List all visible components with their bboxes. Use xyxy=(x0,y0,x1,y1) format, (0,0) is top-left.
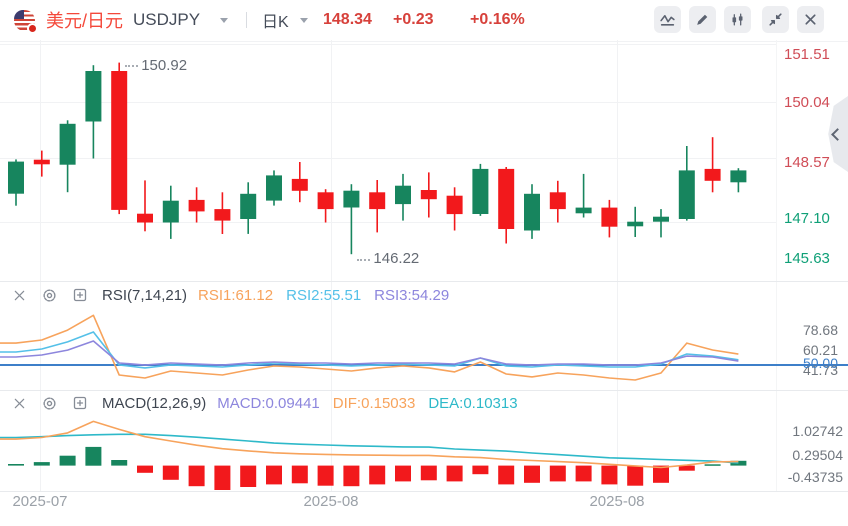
macd-chart[interactable] xyxy=(0,408,775,490)
pair-flag xyxy=(14,0,38,40)
x-axis-label: 2025-07 xyxy=(12,493,68,510)
axis-divider xyxy=(776,40,777,491)
indicator-line-icon[interactable] xyxy=(654,6,681,33)
price-axis-label: 147.10 xyxy=(784,210,830,227)
rsi-axis-label: 78.68 xyxy=(802,322,838,338)
rsi3-value: RSI3:54.29 xyxy=(374,286,450,304)
macd-axis-label: 1.02742 xyxy=(792,423,843,439)
japan-flag-icon xyxy=(27,22,38,34)
gridline xyxy=(617,40,618,491)
collapse-icon[interactable] xyxy=(762,6,789,33)
pair-name: 美元/日元 xyxy=(46,11,124,31)
settings-gear-icon[interactable] xyxy=(42,396,57,411)
timeframe-dropdown-caret-icon[interactable] xyxy=(300,0,308,40)
gridline xyxy=(0,102,776,103)
last-price: 148.34 xyxy=(323,11,372,28)
axis-separator xyxy=(0,491,848,492)
close-icon[interactable] xyxy=(12,396,27,411)
gridline xyxy=(331,40,332,491)
price-axis-label: 145.63 xyxy=(784,250,830,267)
dif-value: DIF:0.15033 xyxy=(332,394,416,412)
macd-axis-label: -0.43735 xyxy=(787,469,843,485)
price-axis-label: 151.51 xyxy=(784,46,830,63)
pane-separator xyxy=(0,390,848,391)
symbol-dropdown-caret-icon[interactable] xyxy=(220,0,228,40)
macd-title: MACD(12,26,9) xyxy=(102,394,207,412)
x-axis-label: 2025-08 xyxy=(303,493,359,510)
rsi-chart[interactable] xyxy=(0,302,775,388)
rsi-axis-label: 60.21 xyxy=(802,342,838,358)
pane-separator xyxy=(0,281,848,282)
price-axis-label: 150.04 xyxy=(784,94,830,111)
expand-icon[interactable] xyxy=(72,396,87,411)
dea-value: DEA:0.10313 xyxy=(428,394,518,412)
dotted-leader xyxy=(357,258,371,261)
close-icon[interactable] xyxy=(12,288,27,303)
close-icon[interactable] xyxy=(797,6,824,33)
settings-gear-icon[interactable] xyxy=(42,288,57,303)
price-change-percent: +0.16% xyxy=(470,11,525,28)
symbol-label[interactable]: USDJPY xyxy=(133,10,201,29)
candlestick-icon[interactable] xyxy=(724,6,751,33)
draw-pencil-icon[interactable] xyxy=(689,6,716,33)
collapse-panel-tab[interactable] xyxy=(828,96,848,172)
high-price-annotation: 150.92 xyxy=(125,57,187,74)
gridline xyxy=(0,222,776,223)
expand-icon[interactable] xyxy=(72,288,87,303)
rsi-title: RSI(7,14,21) xyxy=(102,286,188,304)
gridline xyxy=(40,40,41,491)
macd-value: MACD:0.09441 xyxy=(217,394,320,412)
header-divider xyxy=(246,0,247,40)
chart-header: 美元/日元 USDJPY 日K 148.34 +0.23 +0.16% xyxy=(0,0,848,42)
dotted-leader xyxy=(125,65,139,68)
us-flag-canton xyxy=(14,9,24,19)
rsi1-value: RSI1:61.12 xyxy=(198,286,274,304)
macd-pane-header: MACD(12,26,9) MACD:0.09441 DIF:0.15033 D… xyxy=(12,393,531,413)
price-chart[interactable] xyxy=(0,40,775,281)
rsi2-value: RSI2:55.51 xyxy=(286,286,362,304)
chevron-left-icon xyxy=(831,127,844,141)
gridline xyxy=(0,158,776,159)
gridline xyxy=(0,44,776,45)
price-change: +0.23 xyxy=(393,11,434,28)
rsi-level-label: 50.00 xyxy=(802,355,838,371)
x-axis-label: 2025-08 xyxy=(589,493,645,510)
macd-axis-label: 0.29504 xyxy=(792,447,843,463)
us-flag-icon xyxy=(14,9,38,34)
low-price-annotation: 146.22 xyxy=(357,250,419,267)
rsi-pane-header: RSI(7,14,21) RSI1:61.12 RSI2:55.51 RSI3:… xyxy=(12,285,462,305)
rsi-axis-label: 41.73 xyxy=(802,362,838,378)
timeframe-selector[interactable]: 日K xyxy=(262,14,289,31)
price-axis-label: 148.57 xyxy=(784,154,830,171)
